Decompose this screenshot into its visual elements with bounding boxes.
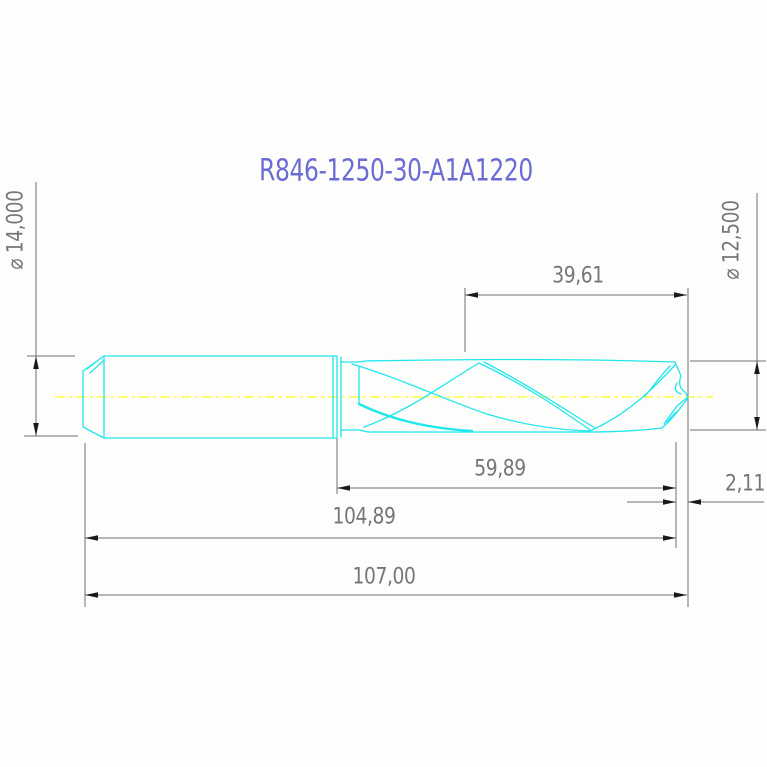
dim-point-length: 2,11 [725,471,765,497]
dim-flute-length: 59,89 [474,456,526,482]
drill-geometry [82,355,689,439]
drawing-title: R846-1250-30-A1A1220 [259,153,533,189]
dimension-arrows [33,292,760,598]
dim-tip-diameter: ⌀ 12,500 [719,200,745,280]
dim-shank-diameter: ⌀ 14,000 [3,190,29,270]
dimension-lines [24,182,766,607]
dim-overall-length: 107,00 [352,564,416,590]
dim-body-length: 104,89 [332,504,396,530]
dim-front-flute-length: 39,61 [552,263,604,289]
